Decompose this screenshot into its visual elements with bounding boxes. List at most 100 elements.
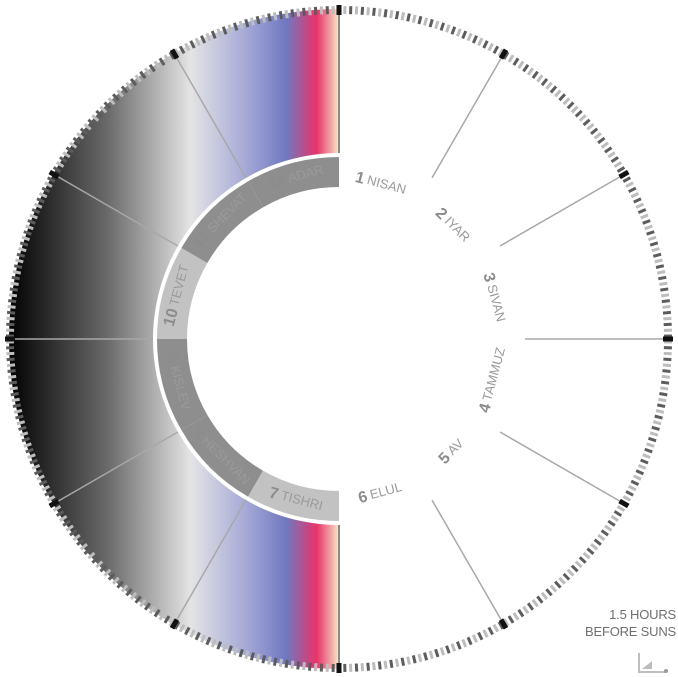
day-tick (267, 13, 272, 22)
day-tick (450, 643, 457, 652)
day-tick (120, 85, 129, 94)
day-tick (221, 26, 228, 35)
day-tick (411, 14, 417, 23)
inner-month-band (157, 157, 339, 521)
day-tick (296, 8, 301, 17)
day-tick (662, 369, 671, 373)
day-tick (7, 369, 16, 373)
day-tick (129, 591, 138, 601)
day-tick (660, 380, 670, 385)
day-tick (41, 186, 50, 194)
day-tick (642, 219, 651, 225)
month-divider (52, 173, 179, 247)
time-note: 1.5 HOURS BEFORE SUNS (566, 606, 676, 640)
day-tick (512, 57, 520, 66)
day-tick (644, 224, 653, 231)
day-tick (65, 524, 74, 532)
day-tick (497, 48, 505, 57)
day-tick (477, 37, 484, 47)
day-tick (590, 543, 599, 551)
day-tick (439, 647, 446, 656)
day-tick (103, 101, 112, 110)
day-tick (633, 197, 642, 204)
day-tick (649, 431, 659, 437)
day-tick (163, 54, 171, 63)
day-tick (13, 409, 23, 414)
day-tick (630, 192, 640, 199)
day-tick (526, 602, 535, 611)
day-tick (307, 662, 312, 671)
day-tick (660, 293, 670, 298)
day-tick (383, 660, 388, 669)
day-tick (205, 636, 212, 646)
day-tick (15, 414, 24, 420)
day-tick (38, 479, 48, 486)
day-tick (72, 136, 81, 145)
day-tick (290, 9, 295, 18)
month-start-tick (618, 169, 630, 180)
day-tick-ring (5, 5, 673, 673)
day-tick (646, 442, 655, 448)
day-tick (178, 45, 186, 55)
day-tick (394, 10, 400, 20)
day-tick (593, 538, 602, 546)
day-tick (249, 17, 255, 26)
day-tick (455, 641, 462, 650)
day-tick (200, 634, 207, 643)
day-tick (652, 252, 662, 258)
inner-hub (153, 153, 525, 525)
day-tick (15, 258, 24, 264)
day-tick (6, 310, 16, 315)
day-tick (656, 403, 666, 408)
day-tick (434, 648, 440, 658)
day-tick (540, 77, 549, 87)
day-tick (647, 436, 657, 443)
day-tick (210, 638, 217, 648)
day-tick (428, 18, 434, 28)
day-tick (79, 127, 88, 135)
day-tick (662, 310, 672, 315)
day-tick (19, 241, 29, 247)
day-tick (261, 14, 267, 23)
day-tick (267, 656, 272, 665)
day-tick (578, 556, 587, 564)
day-tick (205, 32, 212, 42)
month-divider (499, 431, 626, 505)
day-tick (16, 420, 26, 426)
day-tick (55, 510, 65, 517)
day-tick (8, 293, 18, 298)
day-tick (545, 588, 553, 597)
day-tick (143, 602, 152, 611)
day-tick (582, 551, 591, 560)
day-tick (593, 132, 602, 140)
day-tick (445, 24, 451, 33)
month-number: 4 (476, 399, 496, 415)
day-tick (21, 436, 31, 443)
day-tick (461, 30, 468, 40)
day-tick (558, 93, 566, 102)
day-tick (610, 156, 619, 164)
day-tick (400, 657, 406, 666)
day-tick (637, 208, 647, 215)
day-tick (69, 529, 78, 537)
day-tick (471, 35, 478, 44)
day-tick (134, 595, 142, 604)
month-start-tick (618, 498, 630, 509)
day-tick (8, 374, 17, 379)
day-tick (582, 118, 591, 127)
day-tick (536, 595, 544, 604)
day-tick (10, 392, 19, 397)
day-tick (227, 24, 233, 33)
day-tick (637, 463, 647, 470)
day-tick (536, 74, 544, 83)
day-tick (455, 28, 462, 37)
day-tick (366, 662, 371, 671)
month-start-tick (498, 618, 509, 630)
day-tick (44, 181, 53, 188)
month-divider (431, 499, 505, 626)
day-tick (216, 641, 223, 650)
day-tick (168, 51, 176, 60)
day-tick (11, 275, 20, 281)
day-tick (31, 208, 41, 215)
day-tick (284, 10, 289, 19)
